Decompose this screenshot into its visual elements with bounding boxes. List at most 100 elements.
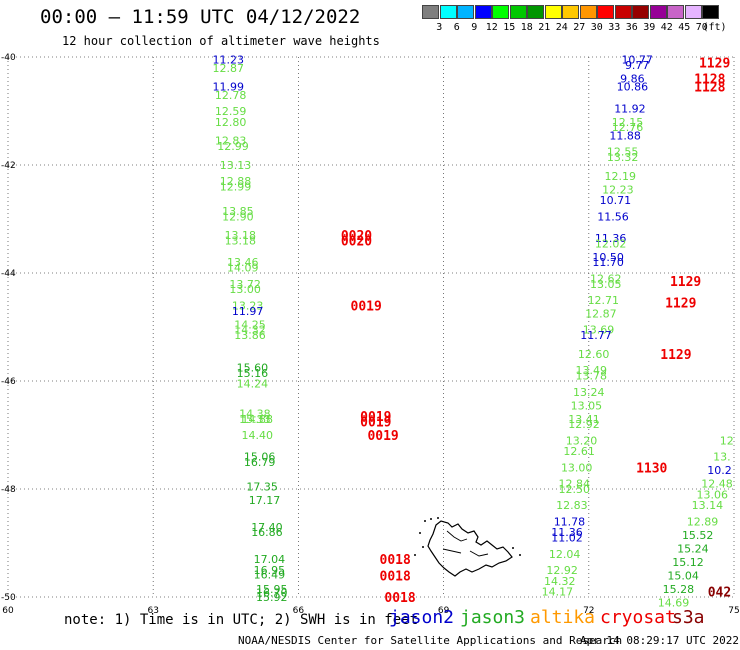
islet	[430, 518, 432, 520]
wave-height-value: 15.24	[677, 542, 709, 555]
wave-height-value: 12.90	[222, 210, 254, 223]
pass-time-label: 0020	[341, 235, 372, 250]
wave-height-value: 13.05	[571, 399, 603, 412]
wave-height-value: 13.78	[575, 370, 607, 383]
wave-height-value: 11.88	[609, 129, 641, 142]
wave-height-value: 10.77	[621, 54, 653, 67]
wave-height-value: 12.15	[612, 116, 644, 129]
wave-height-labels: 11.2312.8711.9912.7812.5912.8012.8312.99…	[212, 54, 733, 610]
wave-height-value: 15.33	[239, 413, 271, 426]
pass-time-label: 1129	[670, 275, 701, 290]
wave-height-value: 11.36	[551, 526, 583, 539]
lat-tick-label: -50	[1, 593, 16, 603]
wave-height-value: 12.50	[559, 483, 591, 496]
island-outline	[427, 520, 513, 577]
lat-tick-label: -44	[1, 269, 16, 279]
wave-height-value: 14.09	[227, 262, 259, 275]
satellite-s3a-label: s3a	[672, 607, 705, 628]
pass-time-label: 0020	[341, 229, 372, 244]
wave-height-value: 12.19	[605, 170, 637, 183]
legend-swatch	[632, 5, 649, 19]
wave-height-value: 13.06	[696, 488, 728, 501]
wave-height-value: 13.	[713, 451, 731, 464]
wave-height-value: 16.49	[254, 568, 286, 581]
wave-height-value: 13.69	[583, 324, 615, 337]
wave-height-value: 17.40	[251, 521, 283, 534]
wave-height-value: 17.04	[254, 553, 286, 566]
legend-swatch	[579, 5, 597, 19]
wave-height-value: 12.84	[559, 478, 591, 491]
wave-height-value: 12.62	[590, 272, 622, 285]
wave-height-value: 10.71	[600, 194, 632, 207]
wave-height-value: 12.71	[588, 294, 620, 307]
wave-height-value: 13.85	[222, 205, 254, 218]
legend-label: 3	[436, 22, 443, 33]
wave-height-value: 12.80	[215, 116, 247, 129]
wave-height-value: 11.36	[595, 232, 627, 245]
wave-height-value: 13.05	[590, 278, 622, 291]
legend-swatch	[614, 5, 632, 19]
pass-time-label: 1128	[694, 73, 725, 88]
legend-label: 18	[520, 22, 533, 33]
wave-height-value: 12.92	[546, 564, 578, 577]
pass-time-label: 1129	[699, 56, 730, 71]
satellite-altika-label: altika	[530, 607, 596, 628]
wave-height-value: 13.14	[692, 499, 724, 512]
wave-height-value: 15.52	[682, 529, 714, 542]
legend-label: 9	[471, 22, 478, 33]
pass-time-label: 1129	[665, 297, 696, 312]
wave-height-value: 11.92	[614, 102, 646, 115]
legend-label: 21	[538, 22, 551, 33]
wave-height-value: 17.35	[246, 480, 278, 493]
wave-height-value: 13.23	[232, 299, 264, 312]
wave-height-value: 10.2	[707, 464, 732, 477]
legend-label: 6	[453, 22, 460, 33]
generation-timestamp: Apr 14 08:29:17 UTC 2022	[580, 634, 739, 647]
wave-height-value: 13.46	[227, 256, 259, 269]
wave-height-value: 15.16	[237, 367, 269, 380]
lat-tick-label: -48	[1, 485, 16, 495]
wave-height-value: 13.18	[225, 235, 257, 248]
wave-height-value: 12.60	[578, 348, 610, 361]
wave-height-value: 12.55	[607, 146, 639, 159]
wave-height-value: 12.59	[215, 105, 247, 118]
lat-tick-label: -42	[1, 161, 16, 171]
pass-time-label: 0019	[360, 416, 391, 431]
legend-label: 12	[485, 22, 498, 33]
pass-time-label: 0019	[360, 410, 391, 425]
lon-tick-label: 72	[583, 606, 594, 616]
satellite-jason2-label: jason2	[389, 607, 455, 628]
lon-tick-label: 60	[2, 606, 14, 616]
wave-height-value: 11.99	[212, 81, 244, 94]
wave-height-value: 12.87	[585, 308, 617, 321]
lon-tick-label: 63	[147, 606, 158, 616]
legend-swatch	[527, 5, 544, 19]
islet	[414, 554, 416, 556]
legend-label: 39	[643, 22, 656, 33]
map-grid	[7, 56, 735, 598]
wave-height-value: 10.86	[617, 81, 649, 94]
wave-height-value: 16.70	[256, 587, 288, 600]
wave-height-value: 12.76	[612, 121, 644, 134]
pass-time-label: 042	[708, 586, 731, 601]
wave-height-value: 13.00	[561, 461, 593, 474]
pass-time-label: 0019	[367, 429, 398, 444]
islet	[424, 520, 426, 522]
legend-swatch	[562, 5, 579, 19]
legend-label: 45	[678, 22, 691, 33]
wave-height-value: 11.23	[212, 54, 244, 67]
wave-height-value: 11.77	[580, 329, 612, 342]
legend-swatch	[457, 5, 474, 19]
satellite-jason3-label: jason3	[460, 607, 526, 628]
wave-height-value: 14.24	[237, 378, 269, 391]
wave-height-value: 13.41	[568, 413, 600, 426]
pass-time-label: 0018	[380, 569, 411, 584]
lat-tick-label: -46	[1, 377, 16, 387]
wave-height-value: 14.25	[234, 318, 266, 331]
wave-height-value: 11.02	[551, 532, 583, 545]
wave-height-value: 12.89	[687, 515, 719, 528]
legend-swatch	[422, 5, 439, 19]
wave-height-value: 14.32	[234, 324, 266, 337]
islet	[519, 554, 521, 556]
wave-height-value: 13.00	[229, 283, 261, 296]
